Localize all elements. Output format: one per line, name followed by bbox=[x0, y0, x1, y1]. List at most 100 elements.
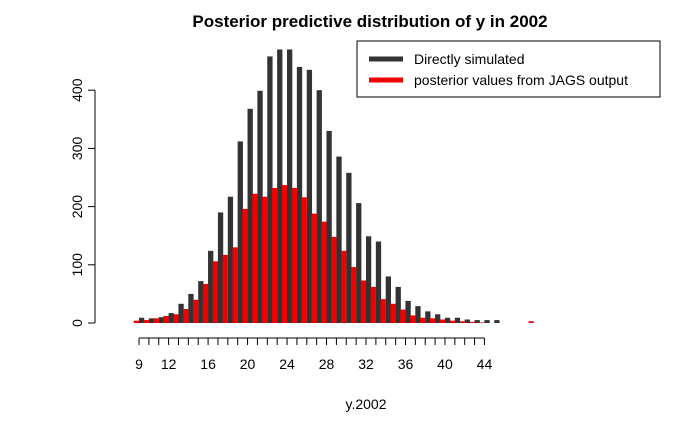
bar bbox=[163, 316, 169, 323]
bar bbox=[390, 303, 396, 323]
bar bbox=[287, 49, 293, 324]
bar bbox=[454, 317, 461, 323]
bar bbox=[479, 322, 485, 323]
legend: Directly simulated posterior values from… bbox=[356, 40, 661, 98]
x-axis: 9 12 16 20 24 28 32 36 40 44 bbox=[135, 337, 493, 372]
x-tick-label: 9 bbox=[135, 356, 143, 372]
bar bbox=[208, 250, 214, 323]
bar bbox=[222, 254, 228, 323]
bar bbox=[212, 261, 219, 323]
bar bbox=[306, 69, 313, 323]
bar bbox=[331, 236, 337, 323]
bar bbox=[158, 317, 164, 323]
bar bbox=[148, 318, 155, 323]
bar bbox=[271, 187, 278, 323]
bar bbox=[365, 236, 372, 323]
chart-title: Posterior predictive distribution of y i… bbox=[192, 12, 547, 31]
bar bbox=[439, 319, 446, 323]
bar bbox=[449, 320, 455, 323]
bar bbox=[459, 321, 465, 323]
bar bbox=[415, 306, 421, 323]
bar bbox=[419, 317, 426, 323]
x-tick-label: 24 bbox=[279, 356, 295, 372]
bar bbox=[267, 56, 273, 323]
bar bbox=[346, 172, 352, 323]
x-tick-label: 32 bbox=[358, 356, 374, 372]
bar bbox=[183, 309, 189, 323]
bar bbox=[247, 108, 253, 323]
bar bbox=[138, 317, 145, 323]
bar bbox=[281, 185, 288, 323]
bar bbox=[301, 197, 307, 323]
bar bbox=[429, 318, 436, 323]
y-tick-label: 0 bbox=[69, 319, 85, 327]
x-tick-label: 36 bbox=[398, 356, 414, 372]
bar bbox=[217, 212, 224, 323]
y-axis: 0 100 200 300 400 bbox=[69, 78, 96, 327]
bar bbox=[296, 66, 303, 324]
bar bbox=[370, 286, 376, 323]
bar bbox=[178, 303, 184, 323]
series-directly-simulated bbox=[138, 49, 500, 324]
bar bbox=[425, 311, 431, 323]
bar bbox=[192, 299, 199, 323]
bar bbox=[444, 317, 451, 323]
x-axis-label: y.2002 bbox=[346, 396, 387, 412]
y-tick-label: 200 bbox=[69, 195, 85, 219]
bar bbox=[237, 141, 243, 323]
bar bbox=[262, 196, 268, 323]
bar bbox=[395, 286, 401, 323]
y-tick-label: 100 bbox=[69, 253, 85, 277]
x-tick-label: 16 bbox=[200, 356, 216, 372]
legend-label-directly-simulated: Directly simulated bbox=[414, 51, 524, 67]
y-tick-label: 300 bbox=[69, 137, 85, 161]
y-tick-label: 400 bbox=[69, 78, 85, 102]
x-tick-label: 40 bbox=[437, 356, 453, 372]
bar bbox=[494, 320, 500, 323]
x-tick-label: 20 bbox=[240, 356, 256, 372]
x-tick-label: 44 bbox=[477, 356, 493, 372]
bar bbox=[232, 247, 238, 323]
bar bbox=[321, 221, 327, 323]
bar bbox=[405, 300, 411, 323]
bar bbox=[410, 315, 416, 323]
bar bbox=[252, 193, 258, 323]
bar bbox=[360, 280, 367, 323]
x-tick-label: 28 bbox=[319, 356, 335, 372]
bar bbox=[311, 213, 317, 323]
bar bbox=[257, 90, 263, 323]
legend-box bbox=[356, 40, 661, 98]
bar bbox=[202, 284, 209, 323]
bar bbox=[316, 90, 322, 323]
bar bbox=[380, 299, 386, 323]
bar bbox=[484, 320, 490, 323]
bar bbox=[133, 320, 140, 323]
bar bbox=[528, 321, 534, 323]
bar bbox=[375, 241, 382, 323]
bar bbox=[400, 309, 406, 323]
bar bbox=[242, 208, 248, 323]
bar bbox=[474, 320, 480, 323]
bar bbox=[168, 313, 174, 323]
bar bbox=[356, 203, 362, 323]
bar bbox=[336, 156, 342, 323]
bar bbox=[326, 130, 332, 323]
bar bbox=[188, 293, 194, 323]
bar bbox=[341, 250, 347, 323]
bar bbox=[198, 281, 204, 323]
bar bbox=[153, 318, 159, 323]
bar bbox=[350, 267, 357, 323]
bar bbox=[435, 314, 441, 323]
bar bbox=[291, 187, 297, 323]
bar bbox=[464, 319, 470, 323]
bar bbox=[385, 276, 391, 323]
bar bbox=[227, 196, 234, 323]
series-jags-output bbox=[133, 185, 534, 323]
bar bbox=[173, 314, 179, 323]
bar bbox=[143, 320, 149, 323]
bar bbox=[469, 321, 475, 323]
bar bbox=[277, 49, 283, 324]
legend-label-jags-output: posterior values from JAGS output bbox=[414, 72, 628, 88]
x-tick-label: 12 bbox=[161, 356, 177, 372]
